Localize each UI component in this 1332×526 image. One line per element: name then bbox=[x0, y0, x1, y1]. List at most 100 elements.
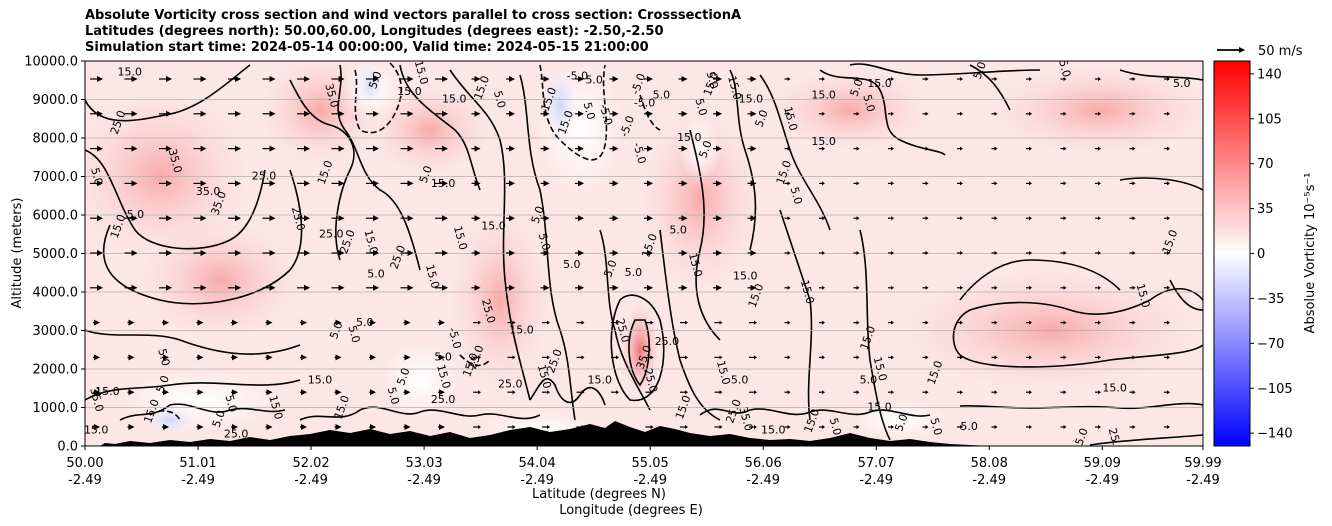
wind-vector-head bbox=[1098, 146, 1101, 151]
wind-vector-head bbox=[1029, 77, 1032, 81]
contour-label: 15.0 bbox=[1102, 381, 1127, 394]
contour-label: 15.0 bbox=[361, 228, 380, 255]
contour-line bbox=[959, 259, 1121, 301]
contour-label: 25.0 bbox=[613, 317, 632, 344]
contour-line bbox=[628, 319, 650, 387]
y-axis: 0.0 1000.0 2000.0 3000.0 4000.0 5000.0 6000.0 7… bbox=[24, 55, 85, 455]
contour-line bbox=[449, 69, 531, 401]
contour-label: 35.0 bbox=[736, 405, 755, 432]
wind-vector-head bbox=[1167, 216, 1170, 221]
contour-label: 5.0 bbox=[827, 416, 844, 436]
wind-vector-head bbox=[478, 355, 481, 360]
wind-vector-head bbox=[994, 251, 998, 255]
contour-line bbox=[610, 294, 665, 401]
colorbar-tick-label: 35 bbox=[1257, 202, 1274, 217]
x-tick-label-lat: 58.08 bbox=[971, 456, 1008, 471]
quiver-key-label: 50 m/s bbox=[1258, 44, 1303, 59]
y-tick-label: 10000.0 bbox=[24, 55, 78, 70]
contour-label: 15.0 bbox=[535, 363, 554, 390]
contour-label: 5.0 bbox=[529, 204, 547, 225]
wind-vector-head bbox=[856, 251, 860, 255]
wind-vector-head bbox=[822, 77, 825, 81]
contour-line bbox=[399, 64, 481, 191]
contour-label: 5.0 bbox=[154, 374, 172, 395]
wind-vector-head bbox=[787, 320, 791, 325]
wind-vector-head bbox=[1098, 285, 1101, 290]
field-blob bbox=[640, 110, 760, 290]
wind-vector-head bbox=[547, 355, 550, 360]
contour-line bbox=[699, 408, 931, 417]
x-tick-label-lon: -2.49 bbox=[633, 473, 667, 488]
wind-vector-head bbox=[960, 77, 963, 81]
wind-vector-head bbox=[960, 390, 963, 395]
wind-vector-head bbox=[1167, 285, 1170, 290]
field-blob bbox=[990, 65, 1203, 155]
x-axis-label-line-1: Latitude (degrees N) bbox=[532, 487, 666, 502]
contour-line bbox=[519, 74, 576, 421]
wind-vector-head bbox=[1029, 425, 1032, 429]
wind-vector-head bbox=[754, 390, 757, 395]
wind-vector-head bbox=[1167, 425, 1170, 429]
wind-vector-head bbox=[994, 111, 998, 116]
wind-vector-head bbox=[1098, 77, 1101, 81]
contour-label: 5.0 bbox=[434, 350, 452, 363]
wind-vector-head bbox=[581, 320, 585, 325]
wind-vector-head bbox=[925, 77, 929, 81]
wind-vector-head bbox=[856, 181, 860, 186]
wind-vector-head bbox=[1167, 111, 1170, 116]
wind-vector-head bbox=[994, 425, 998, 429]
wind-vector-head bbox=[787, 181, 791, 186]
chart-title-line-2: Latitudes (degrees north): 50.00,60.00, … bbox=[85, 24, 664, 39]
wind-vector-head bbox=[856, 390, 860, 395]
contour-label: 5.0 bbox=[394, 366, 412, 387]
y-tick-label: 1000.0 bbox=[33, 401, 79, 416]
wind-vector-head bbox=[685, 320, 688, 325]
contour-label: 5.0 bbox=[210, 408, 228, 429]
terrain-silhouette bbox=[100, 421, 990, 446]
contour-label: 25.0 bbox=[289, 205, 308, 232]
contour-label: 15.0 bbox=[761, 424, 786, 437]
wind-vector-head bbox=[787, 146, 791, 151]
x-axis: 50.00 -2.49 51.01 -2.49 52.02 -2.49 53.03 -2.49… bbox=[66, 446, 1222, 488]
contour-label: 5.0 bbox=[704, 70, 721, 90]
contour-label: 25.0 bbox=[319, 227, 344, 240]
y-tick-label: 7000.0 bbox=[33, 170, 79, 185]
wind-vector-head bbox=[994, 146, 998, 151]
wind-vector-head bbox=[1132, 251, 1136, 255]
contour-label: 15.0 bbox=[714, 359, 733, 386]
wind-vector-head bbox=[1132, 320, 1136, 325]
wind-vector-head bbox=[994, 390, 998, 395]
contour-line bbox=[689, 129, 721, 341]
wind-vector-head bbox=[1167, 390, 1170, 395]
wind-vector-head bbox=[891, 320, 894, 325]
contour-label: 15.0 bbox=[481, 220, 506, 233]
contour-label: 15.0 bbox=[811, 89, 836, 102]
wind-vector-head bbox=[960, 146, 963, 151]
wind-vector-head bbox=[787, 355, 791, 360]
wind-vector-head bbox=[1167, 320, 1170, 325]
contour-line bbox=[1169, 279, 1203, 311]
contour-line bbox=[337, 64, 421, 271]
wind-vector-head bbox=[1063, 355, 1067, 360]
contour-label: 15.0 bbox=[308, 374, 333, 387]
wind-vector-head bbox=[754, 425, 757, 429]
wind-vector-head bbox=[787, 390, 791, 395]
contour-label: 15.0 bbox=[118, 66, 143, 79]
colorbar-tick-label: −140 bbox=[1257, 427, 1293, 442]
wind-vector-head bbox=[685, 425, 688, 429]
wind-vector-head bbox=[547, 320, 550, 325]
wind-vector-head bbox=[754, 355, 757, 360]
contour-label: 15.0 bbox=[725, 74, 744, 101]
wind-vector-head bbox=[1063, 320, 1067, 325]
y-axis-label: Altitude (meters) bbox=[10, 198, 25, 309]
colorbar bbox=[1213, 60, 1251, 447]
wind-vector-head bbox=[856, 146, 860, 151]
wind-vector-head bbox=[1098, 355, 1101, 360]
wind-vector-head bbox=[822, 390, 825, 395]
wind-vector-head bbox=[1098, 390, 1101, 395]
x-tick-label-lon: -2.49 bbox=[520, 473, 554, 488]
colorbar-ticks: 140 105 70 35 0 −35 −70 −105 −140 bbox=[1250, 67, 1293, 442]
wind-vector-head bbox=[925, 390, 929, 395]
wind-vector-head bbox=[787, 111, 791, 116]
contour-label: 5.0 bbox=[927, 416, 944, 436]
